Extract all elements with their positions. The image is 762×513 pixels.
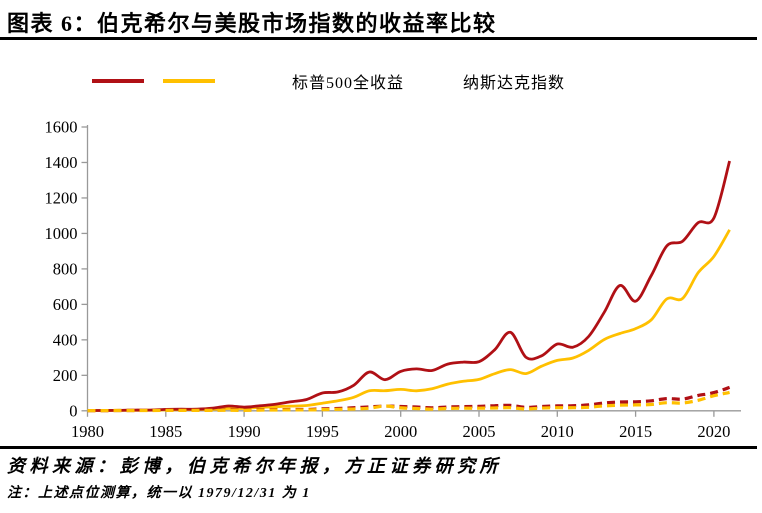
y-tick-label: 1000 <box>45 224 78 243</box>
legend-item-sp500-total-return: 标普500全收益 <box>237 70 404 92</box>
y-tick-label: 400 <box>53 330 78 349</box>
series-path-solid-yellow <box>87 229 731 412</box>
legend-item-nasdaq: 纳斯达克指数 <box>408 70 565 92</box>
x-tick-label: 1985 <box>149 422 182 441</box>
solid-yellow-line-swatch <box>163 79 215 83</box>
dashed-yellow-line-swatch <box>408 79 454 83</box>
x-tick-label: 2020 <box>697 422 730 441</box>
y-tick-label: 1400 <box>45 153 78 172</box>
y-tick-label: 200 <box>53 366 78 385</box>
x-tick-label: 1995 <box>306 422 339 441</box>
footer-divider-rule <box>0 446 757 449</box>
x-tick-label: 2000 <box>384 422 417 441</box>
page-title: 图表 6：伯克希尔与美股市场指数的收益率比较 <box>7 11 497 36</box>
legend-label-sp500: 标普500全收益 <box>292 75 405 92</box>
y-tick-label: 1600 <box>45 118 78 137</box>
legend-item-solid-yellow <box>163 70 224 92</box>
y-tick-label: 600 <box>53 295 78 314</box>
y-tick-label: 800 <box>53 259 78 278</box>
x-tick-label: 2010 <box>541 422 574 441</box>
x-tick-label: 1980 <box>71 422 104 441</box>
x-tick-label: 2015 <box>619 422 652 441</box>
legend-label-nasdaq: 纳斯达克指数 <box>463 75 566 92</box>
y-tick-label: 0 <box>69 401 77 420</box>
solid-red-line-swatch <box>92 79 144 83</box>
title-divider-rule <box>0 37 757 40</box>
source-text: 资料来源：彭博，伯克希尔年报，方正证券研究所 <box>7 456 502 476</box>
chart-area: 0 200 400 600 800 1000 1200 1400 1600 1980 1985 199… <box>0 110 762 455</box>
series-path-nasdaq-index <box>87 390 730 413</box>
note-text: 注：上述点位测算，统一以 1979/12/31 为 1 <box>7 486 311 501</box>
chart-canvas: 0 200 400 600 800 1000 1200 1400 1600 1980 1985 199… <box>45 118 741 441</box>
x-tick-label: 2005 <box>463 422 496 441</box>
y-tick-label: 1200 <box>45 188 78 207</box>
series-path-solid-red-berkshire <box>87 160 731 412</box>
x-tick-label: 1990 <box>228 422 261 441</box>
legend-item-solid-red <box>92 70 153 92</box>
chart-legend: 标普500全收益 纳斯达克指数 <box>0 70 762 92</box>
dashed-red-line-swatch <box>237 79 283 83</box>
